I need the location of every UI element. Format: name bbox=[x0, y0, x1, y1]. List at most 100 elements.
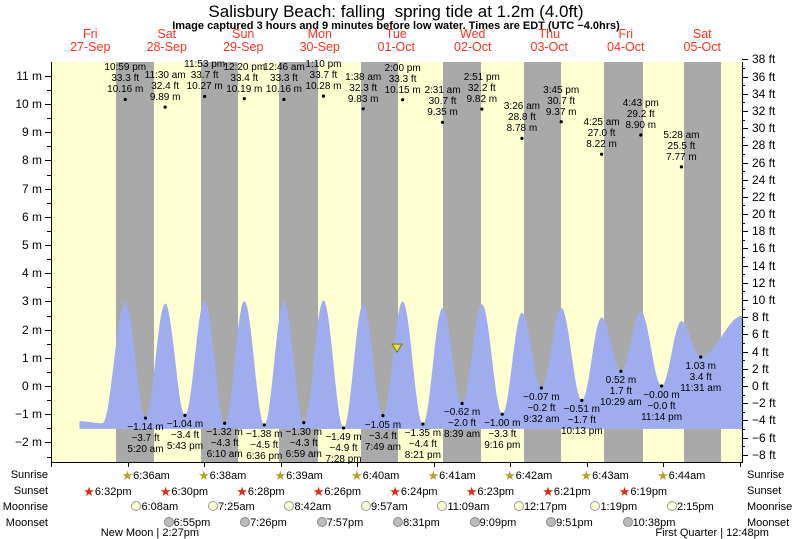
right-axis-minor-tick bbox=[742, 85, 745, 87]
astro-event-time: 8:31pm bbox=[403, 517, 440, 529]
moonrise-moon-icon bbox=[207, 501, 218, 511]
moonrise-moon-icon bbox=[131, 501, 142, 511]
moonset-moon-icon bbox=[316, 517, 327, 527]
annotation-line: 10:13 pm bbox=[560, 426, 603, 438]
day-header: Mon 30-Sep bbox=[300, 28, 340, 54]
astro-event-time: 9:57am bbox=[370, 501, 408, 513]
high-tide-annotation: 2:00 pm 33.3 ft 10.15 m bbox=[385, 63, 421, 96]
annotation-line: 9:16 pm bbox=[484, 440, 521, 452]
tide-point-dot bbox=[262, 423, 266, 427]
astro-event-sunset: ★6:26pm bbox=[313, 485, 361, 499]
astro-event-moonset: 7:26pm bbox=[240, 517, 287, 530]
tide-curve bbox=[79, 300, 742, 429]
annotation-line: −1.49 m bbox=[325, 432, 362, 444]
right-axis-minor-tick bbox=[742, 360, 745, 362]
x-axis-day-tick bbox=[357, 463, 358, 467]
right-axis-label: 0 ft bbox=[752, 379, 769, 393]
annotation-line: −0.07 m bbox=[523, 391, 560, 403]
x-axis-day-tick bbox=[739, 463, 741, 467]
astro-event-sunrise: ★6:40am bbox=[351, 469, 399, 483]
right-axis-tick bbox=[742, 110, 748, 112]
annotation-line: 32.3 ft bbox=[349, 82, 378, 94]
low-tide-annotation: −1.14 m −3.7 ft 5:20 am bbox=[127, 422, 163, 455]
tide-point-dot bbox=[659, 384, 664, 388]
high-tide-annotation: 1:10 pm 33.7 ft 10.28 m bbox=[305, 59, 341, 92]
low-tide-annotation: −1.30 m −4.3 ft 6:59 am bbox=[286, 427, 322, 460]
day-header: Thu 03-Oct bbox=[530, 28, 568, 54]
astro-event-sunrise: ★6:39am bbox=[275, 469, 323, 483]
tide-point-dot bbox=[163, 105, 167, 109]
annotation-line: 3:45 pm bbox=[543, 84, 580, 96]
annotation-line: 1.03 m bbox=[685, 360, 716, 372]
annotation-line: −1.05 m bbox=[364, 419, 402, 431]
annotation-line: −3.4 ft bbox=[368, 430, 397, 442]
day-name: Tue bbox=[385, 27, 407, 41]
annotation-line: 11:31 am bbox=[680, 382, 722, 394]
low-tide-annotation: 0.52 m 1.7 ft 10:29 am bbox=[600, 375, 642, 408]
astro-event-time: 6:39am bbox=[286, 470, 323, 482]
astro-event-sunset: ★6:19pm bbox=[619, 485, 667, 499]
astro-event-moonrise: 6:08am bbox=[131, 501, 178, 514]
day-name: Fri bbox=[618, 27, 634, 41]
day-date: 27-Sep bbox=[70, 40, 111, 54]
annotation-line: 8.22 m bbox=[586, 139, 617, 151]
annotation-line: −4.9 ft bbox=[329, 443, 358, 455]
astro-event-sunrise: ★6:41am bbox=[428, 469, 476, 483]
tide-point-dot bbox=[679, 165, 684, 169]
right-axis-tick bbox=[742, 265, 748, 267]
right-axis-minor-tick bbox=[742, 308, 745, 310]
astro-event-time: 6:28pm bbox=[247, 486, 285, 498]
tide-point-dot bbox=[183, 413, 187, 417]
tide-point-dot bbox=[539, 386, 543, 390]
left-axis-tick bbox=[45, 386, 51, 387]
chart-title: Salisbury Beach: falling spring tide at … bbox=[208, 2, 584, 21]
right-axis-minor-tick bbox=[742, 257, 745, 259]
right-axis-tick bbox=[742, 76, 748, 78]
astro-event-sunrise: ★6:43am bbox=[581, 469, 629, 483]
annotation-line: 1:10 pm bbox=[305, 59, 342, 71]
left-axis-tick bbox=[45, 245, 51, 246]
day-date: 02-Oct bbox=[453, 40, 492, 54]
high-tide-annotation: 3:45 pm 30.7 ft 9.37 m bbox=[543, 85, 579, 118]
tide-point-dot bbox=[559, 120, 563, 124]
high-tide-annotation: 12:20 pm 33.4 ft 10.19 m bbox=[223, 62, 265, 95]
left-axis-label: 2 m bbox=[21, 322, 42, 337]
moonrise-moon-icon bbox=[666, 501, 677, 511]
sunrise-row-label-right: Sunrise bbox=[747, 469, 785, 481]
right-axis-minor-tick bbox=[742, 188, 745, 190]
annotation-line: 33.7 ft bbox=[309, 70, 338, 82]
annotation-line: −3.3 ft bbox=[488, 429, 517, 441]
astro-event-time: 7:26pm bbox=[250, 517, 287, 529]
annotation-line: 10.27 m bbox=[186, 81, 223, 93]
right-axis-label: 2 ft bbox=[752, 361, 769, 376]
x-axis-day-tick bbox=[586, 463, 588, 467]
right-axis-minor-tick bbox=[742, 205, 745, 207]
right-axis-label: 6 ft bbox=[752, 327, 769, 342]
left-axis-label: −1 m bbox=[14, 407, 42, 422]
right-axis-minor-tick bbox=[742, 102, 745, 104]
tide-point-dot bbox=[619, 369, 623, 373]
right-axis-tick bbox=[742, 128, 748, 130]
astro-event-time: 6:30pm bbox=[171, 486, 209, 498]
moonrise-moon-icon bbox=[284, 501, 295, 511]
sunset-star-icon: ★ bbox=[465, 484, 478, 499]
left-axis-tick bbox=[45, 357, 51, 359]
annotation-line: −0.00 m bbox=[643, 390, 680, 401]
sunset-star-icon: ★ bbox=[542, 484, 554, 499]
left-axis-minor-tick bbox=[47, 259, 51, 261]
tide-point-dot bbox=[381, 414, 385, 418]
left-axis-minor-tick bbox=[47, 89, 51, 91]
moonset-moon-icon bbox=[393, 517, 404, 527]
left-axis-label: 6 m bbox=[21, 209, 42, 224]
annotation-line: −1.30 m bbox=[285, 426, 322, 438]
day-header: Sun 29-Sep bbox=[223, 28, 263, 54]
annotation-line: 2:00 pm bbox=[384, 62, 421, 74]
moonset-row-label-left: Moonset bbox=[5, 517, 48, 529]
astro-event-moonset: 7:57pm bbox=[316, 517, 363, 530]
astro-event-time: 6:23pm bbox=[477, 486, 515, 498]
left-axis-minor-tick bbox=[47, 343, 51, 345]
high-tide-annotation: 5:28 am 25.5 ft 7.77 m bbox=[663, 130, 699, 163]
right-axis-label: 34 ft bbox=[752, 86, 776, 101]
x-axis-day-tick bbox=[510, 463, 511, 467]
right-axis-label: 10 ft bbox=[752, 293, 776, 308]
